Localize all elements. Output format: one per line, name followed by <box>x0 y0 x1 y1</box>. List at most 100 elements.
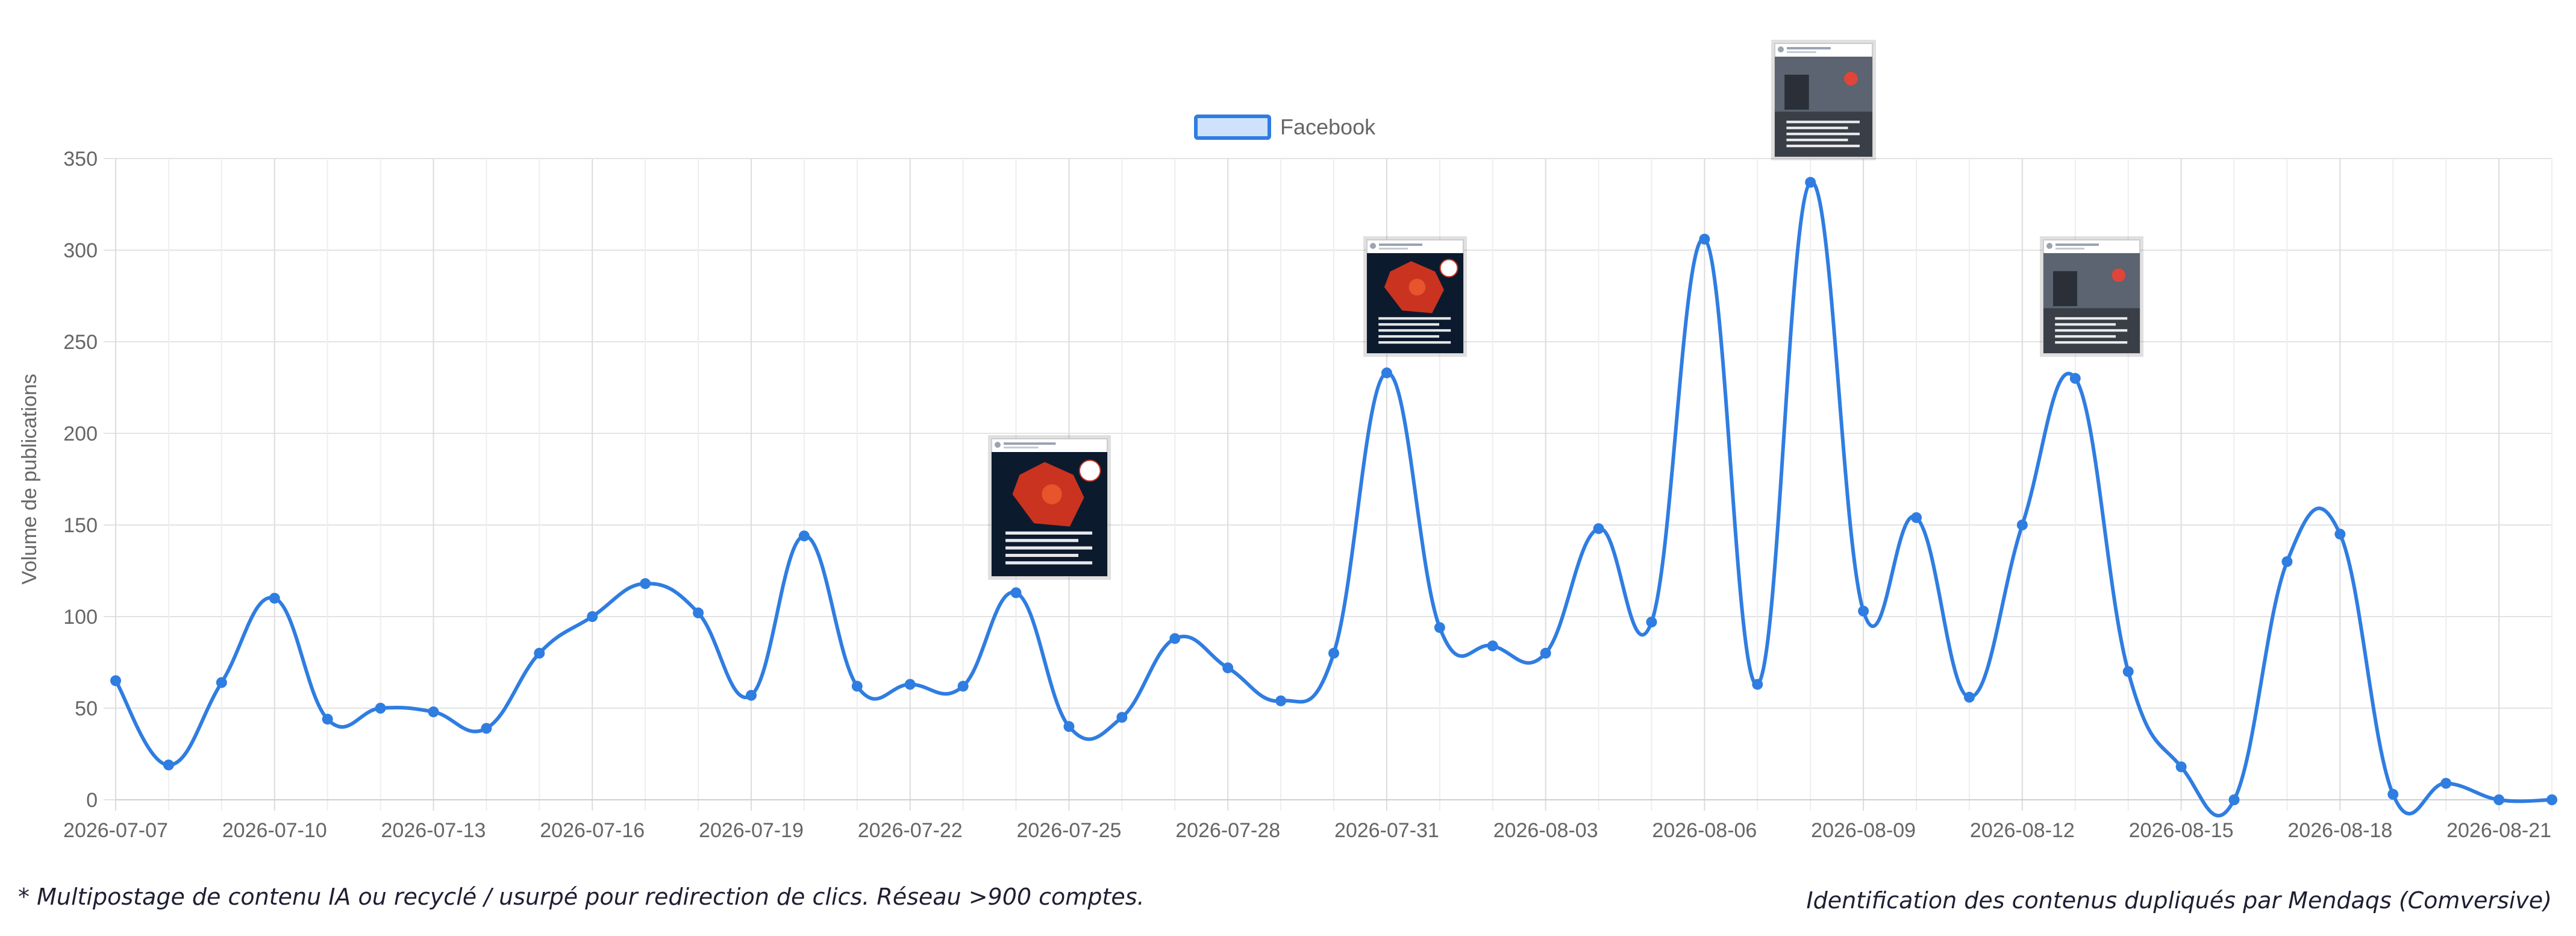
thumbnail-caption-line <box>2055 341 2128 344</box>
data-point <box>1593 523 1604 535</box>
legend-swatch <box>1194 115 1271 140</box>
data-point <box>1963 691 1975 703</box>
data-point <box>481 723 492 734</box>
data-point <box>1487 640 1498 652</box>
storm-alert-post-thumbnail <box>1771 40 1876 160</box>
thumbnail-header-line <box>1787 47 1831 49</box>
data-point <box>798 530 810 542</box>
thumbnail-caption-line <box>1786 139 1848 142</box>
data-point <box>2228 794 2240 805</box>
data-point <box>2175 761 2187 773</box>
data-point <box>640 578 651 589</box>
x-tick-label: 2026-07-07 <box>63 819 168 842</box>
x-tick-label: 2026-08-15 <box>2129 819 2234 842</box>
data-point <box>1858 605 1869 617</box>
thumbnail-avatar <box>1370 243 1376 249</box>
thumbnail-caption-line <box>1786 145 1860 148</box>
data-point <box>1116 712 1128 723</box>
data-point <box>1646 617 1657 628</box>
x-tick-label: 2026-08-06 <box>1652 819 1757 842</box>
thumbnail-avatar <box>1778 46 1784 52</box>
thumbnail-caption-line <box>1378 341 1451 344</box>
x-tick-label: 2026-07-31 <box>1334 819 1439 842</box>
legend-label: Facebook <box>1280 115 1376 139</box>
thermometer-badge <box>1439 259 1458 278</box>
data-point <box>534 647 545 659</box>
data-point <box>2493 794 2505 805</box>
data-point <box>2281 556 2293 567</box>
thumbnail-caption-line <box>1005 531 1093 535</box>
data-point <box>2122 666 2134 677</box>
y-tick-label: 350 <box>63 148 98 171</box>
x-tick-label: 2026-07-28 <box>1175 819 1280 842</box>
y-axis-title: Volume de publications <box>18 374 41 585</box>
thumbnail-header-line <box>1004 447 1039 448</box>
data-point <box>375 703 386 714</box>
thumbnail-caption-line <box>2055 323 2116 326</box>
data-point <box>2546 794 2557 805</box>
data-point <box>1169 633 1181 644</box>
x-tick-label: 2026-08-21 <box>2446 819 2551 842</box>
data-point <box>693 607 704 618</box>
heat-map-hotspot <box>1042 484 1062 504</box>
footnote: * Multipostage de contenu IA ou recyclé … <box>18 884 1145 910</box>
data-point <box>1699 233 1710 245</box>
thumbnail-caption-line <box>1786 121 1860 124</box>
data-point <box>1805 177 1816 188</box>
heatwave-france-map-post-thumbnail <box>988 435 1111 580</box>
data-point <box>1381 367 1392 378</box>
heat-map-hotspot <box>1408 278 1426 296</box>
data-point <box>1328 647 1339 659</box>
data-point <box>1275 695 1287 706</box>
storm-alert-light <box>2112 268 2125 282</box>
thumbnail-header-line <box>1004 442 1056 445</box>
thumbnail-caption-line <box>1378 335 1439 338</box>
data-point <box>1063 721 1075 732</box>
legend: Facebook <box>1194 115 1376 140</box>
thumbnail-caption-line <box>2055 317 2128 320</box>
data-point <box>110 675 121 686</box>
x-tick-label: 2026-08-03 <box>1493 819 1598 842</box>
storm-alert-light <box>1844 72 1858 86</box>
thumbnail-caption-line <box>1005 561 1093 565</box>
data-point <box>851 680 863 692</box>
data-point <box>1010 587 1022 598</box>
y-tick-label: 0 <box>86 789 98 812</box>
x-tick-label: 2026-07-10 <box>222 819 327 842</box>
data-point <box>2387 788 2399 800</box>
thermometer-badge <box>1078 459 1101 482</box>
data-point <box>2334 529 2346 540</box>
data-point <box>428 706 439 718</box>
y-tick-label: 50 <box>75 697 98 720</box>
x-tick-label: 2026-07-19 <box>699 819 804 842</box>
thumbnail-header-line <box>1379 248 1408 250</box>
data-point <box>904 679 916 690</box>
thumbnail-caption-line <box>1005 546 1093 550</box>
storm-alert-post-thumbnail <box>2040 236 2143 357</box>
thumbnail-header-line <box>2055 248 2084 250</box>
data-point <box>1434 622 1445 633</box>
x-tick-label: 2026-07-25 <box>1016 819 1121 842</box>
data-point <box>957 680 969 692</box>
credit-line: Identification des contenus dupliqués pa… <box>1806 887 2552 914</box>
thumbnail-header-line <box>2055 243 2099 246</box>
x-tick-label: 2026-07-22 <box>858 819 963 842</box>
x-tick-label: 2026-07-16 <box>540 819 645 842</box>
storm-figure <box>1784 74 1809 110</box>
thumbnail-caption-line <box>1378 323 1439 326</box>
data-point <box>163 759 174 771</box>
x-tick-label: 2026-08-09 <box>1811 819 1916 842</box>
data-point <box>2440 777 2452 789</box>
thumbnail-header-line <box>1379 243 1422 246</box>
data-point <box>745 689 757 701</box>
data-point <box>1540 647 1551 659</box>
series-line-facebook <box>114 180 2553 818</box>
thumbnail-caption-line <box>1786 127 1848 130</box>
data-point <box>587 611 598 622</box>
x-tick-label: 2026-08-18 <box>2287 819 2392 842</box>
data-point <box>269 592 280 604</box>
thumbnail-avatar <box>2046 243 2052 249</box>
x-tick-label: 2026-08-12 <box>1970 819 2075 842</box>
data-point <box>1222 662 1234 674</box>
thumbnail-caption-line <box>1005 553 1078 558</box>
